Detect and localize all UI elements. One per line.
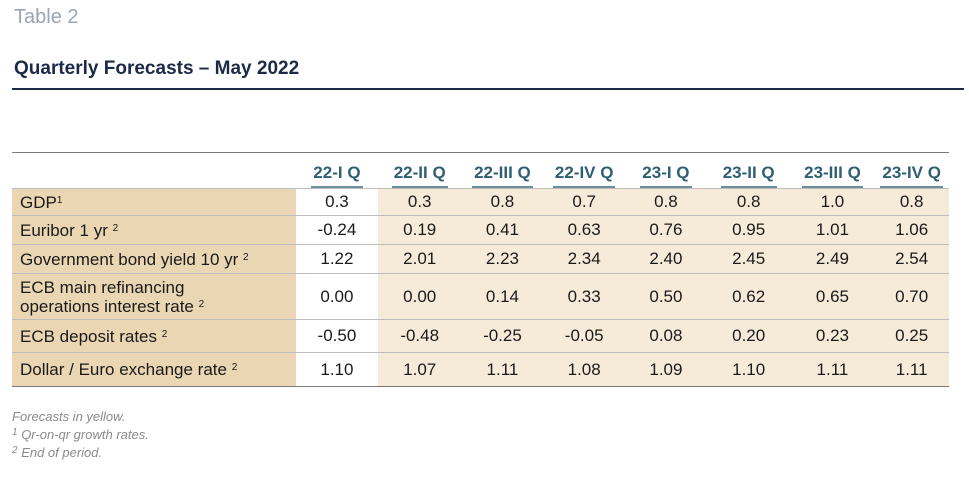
table-cell: 2.34 bbox=[543, 244, 626, 274]
title-divider bbox=[12, 88, 964, 90]
table-cell: 1.0 bbox=[790, 188, 875, 216]
table-cell: 0.33 bbox=[543, 273, 626, 320]
row-label: Euribor 1 yr 2 bbox=[12, 215, 297, 245]
column-header: 23-II Q bbox=[707, 153, 791, 189]
footnote-forecast-legend: Forecasts in yellow. bbox=[12, 409, 126, 424]
table-cell: 0.8 bbox=[874, 188, 949, 216]
table-top-divider bbox=[12, 152, 949, 153]
column-header: 23-III Q bbox=[791, 153, 875, 189]
footnote-2: 2 End of period. bbox=[12, 445, 103, 460]
table-cell: -0.05 bbox=[543, 319, 626, 353]
row-label: Dollar / Euro exchange rate 2 bbox=[12, 352, 297, 387]
footnotes: Forecasts in yellow. 1 Qr-on-qr growth r… bbox=[12, 408, 149, 462]
table-cell: 0.76 bbox=[625, 215, 707, 245]
table-cell: 0.7 bbox=[543, 188, 626, 216]
forecast-table: 22-I Q 22-II Q 22-III Q 22-IV Q 23-I Q 2… bbox=[12, 153, 949, 387]
table-cell: 0.8 bbox=[625, 188, 707, 216]
table-cell: 1.10 bbox=[706, 352, 791, 387]
table-cell: 2.54 bbox=[874, 244, 949, 274]
table-cell: 0.23 bbox=[790, 319, 875, 353]
table-row-euribor: Euribor 1 yr 2 -0.24 0.19 0.41 0.63 0.76… bbox=[12, 215, 949, 245]
table-cell: 0.19 bbox=[377, 215, 462, 245]
column-header: 23-I Q bbox=[625, 153, 707, 189]
table-cell: 0.63 bbox=[543, 215, 626, 245]
table-cell: 0.08 bbox=[625, 319, 707, 353]
table-row-ecb-deposit: ECB deposit rates 2 -0.50 -0.48 -0.25 -0… bbox=[12, 319, 949, 353]
table-cell: 0.8 bbox=[461, 188, 544, 216]
column-header: 22-IV Q bbox=[543, 153, 625, 189]
table-row-ecb-refinancing: ECB main refinancing operations interest … bbox=[12, 273, 949, 320]
table-cell: 0.3 bbox=[296, 188, 378, 216]
row-label: GDP1 bbox=[12, 188, 297, 216]
column-header: 22-III Q bbox=[462, 153, 544, 189]
table-cell: 1.08 bbox=[543, 352, 626, 387]
footnote-1: 1 Qr-on-qr growth rates. bbox=[12, 427, 149, 442]
table-row-gdp: GDP1 0.3 0.3 0.8 0.7 0.8 0.8 1.0 0.8 bbox=[12, 188, 949, 216]
table-cell: 0.62 bbox=[706, 273, 791, 320]
header-row: 22-I Q 22-II Q 22-III Q 22-IV Q 23-I Q 2… bbox=[12, 153, 949, 189]
column-header: 22-I Q bbox=[296, 153, 378, 189]
table-number: Table 2 bbox=[14, 6, 79, 28]
table-row-bond-yield: Government bond yield 10 yr 2 1.22 2.01 … bbox=[12, 244, 949, 274]
table-cell: 0.8 bbox=[706, 188, 791, 216]
table-cell: 0.25 bbox=[874, 319, 949, 353]
row-label: Government bond yield 10 yr 2 bbox=[12, 244, 297, 274]
table-cell: 2.49 bbox=[790, 244, 875, 274]
table-cell: -0.25 bbox=[461, 319, 544, 353]
table-cell: 1.11 bbox=[790, 352, 875, 387]
table-title: Quarterly Forecasts – May 2022 bbox=[14, 58, 300, 79]
table-cell: 0.00 bbox=[377, 273, 462, 320]
table-cell: 2.01 bbox=[377, 244, 462, 274]
table-cell: 0.3 bbox=[377, 188, 462, 216]
column-header: 22-II Q bbox=[378, 153, 462, 189]
row-label: ECB deposit rates 2 bbox=[12, 319, 297, 353]
header-blank-cell bbox=[12, 153, 296, 189]
table-cell: 2.45 bbox=[706, 244, 791, 274]
table-cell: 1.01 bbox=[790, 215, 875, 245]
table-cell: 0.14 bbox=[461, 273, 544, 320]
table-cell: 0.41 bbox=[461, 215, 544, 245]
table-cell: -0.50 bbox=[296, 319, 378, 353]
row-label: ECB main refinancing operations interest … bbox=[12, 273, 297, 320]
table-cell: 2.23 bbox=[461, 244, 544, 274]
table-cell: -0.24 bbox=[296, 215, 378, 245]
table-cell: 0.65 bbox=[790, 273, 875, 320]
table-cell: 2.40 bbox=[625, 244, 707, 274]
table-cell: 1.07 bbox=[377, 352, 462, 387]
column-header: 23-IV Q bbox=[874, 153, 949, 189]
table-cell: 1.10 bbox=[296, 352, 378, 387]
table-cell: 1.09 bbox=[625, 352, 707, 387]
table-cell: 0.00 bbox=[296, 273, 378, 320]
table-cell: 0.50 bbox=[625, 273, 707, 320]
table-cell: 1.11 bbox=[461, 352, 544, 387]
table-cell: 0.95 bbox=[706, 215, 791, 245]
table-cell: -0.48 bbox=[377, 319, 462, 353]
table-cell: 1.22 bbox=[296, 244, 378, 274]
table-cell: 0.20 bbox=[706, 319, 791, 353]
table-cell: 0.70 bbox=[874, 273, 949, 320]
table-row-exchange-rate: Dollar / Euro exchange rate 2 1.10 1.07 … bbox=[12, 352, 949, 387]
table-cell: 1.06 bbox=[874, 215, 949, 245]
table-cell: 1.11 bbox=[874, 352, 949, 387]
